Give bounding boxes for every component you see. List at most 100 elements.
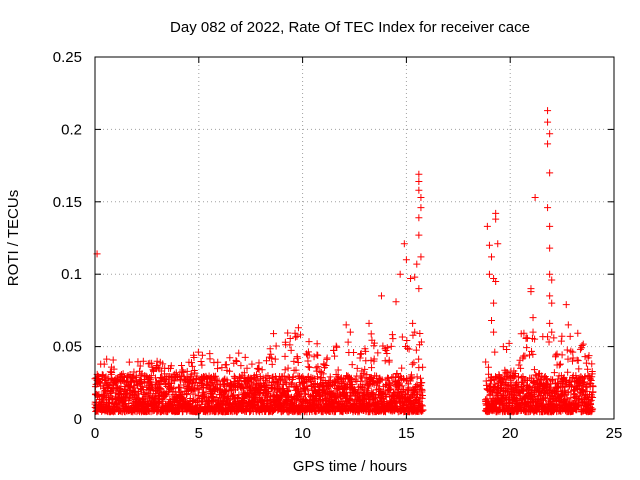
y-tick-label: 0.15 <box>53 194 82 211</box>
data-point <box>206 355 214 363</box>
data-point <box>136 362 144 370</box>
data-point <box>281 352 289 360</box>
data-point <box>482 358 490 366</box>
data-point <box>374 349 382 357</box>
data-point <box>418 407 426 415</box>
data-point <box>365 319 373 327</box>
data-point <box>110 365 118 373</box>
data-point <box>558 351 566 359</box>
data-point <box>365 384 373 392</box>
data-point <box>532 371 540 379</box>
data-point <box>520 329 528 337</box>
data-point <box>548 328 556 336</box>
data-point <box>267 350 275 358</box>
data-point <box>544 107 552 115</box>
data-point <box>226 396 234 404</box>
x-tick-label: 10 <box>294 425 311 442</box>
data-point <box>333 343 341 351</box>
data-point <box>153 357 161 365</box>
data-point <box>417 401 425 409</box>
data-point <box>109 356 117 364</box>
x-axis-label: GPS time / hours <box>293 458 407 475</box>
data-point <box>490 328 498 336</box>
data-point <box>344 338 352 346</box>
data-point <box>348 361 356 369</box>
data-point <box>179 368 187 376</box>
data-point <box>198 361 206 369</box>
data-point <box>491 348 499 356</box>
data-point <box>363 371 371 379</box>
data-point <box>492 277 500 285</box>
data-point <box>409 331 417 339</box>
data-point <box>383 344 391 352</box>
data-point <box>147 372 155 380</box>
x-tick-label: 20 <box>502 425 519 442</box>
data-point <box>342 321 350 329</box>
data-point <box>485 241 493 249</box>
data-point <box>589 388 597 396</box>
data-point <box>227 387 235 395</box>
data-point <box>566 332 574 340</box>
data-point <box>125 358 133 366</box>
data-point <box>222 361 230 369</box>
data-point <box>214 365 222 373</box>
data-point <box>112 379 120 387</box>
data-point <box>499 343 507 351</box>
data-points <box>91 107 597 416</box>
data-point <box>286 341 294 349</box>
data-point <box>415 355 423 363</box>
data-point <box>258 366 266 374</box>
data-point <box>282 378 290 386</box>
data-point <box>544 118 552 126</box>
data-point <box>484 363 492 371</box>
data-point <box>412 346 420 354</box>
data-point <box>303 382 311 390</box>
data-point <box>291 333 299 341</box>
data-point <box>281 366 289 374</box>
data-point <box>546 319 554 327</box>
data-point <box>178 362 186 370</box>
data-point <box>284 364 292 372</box>
data-point <box>415 214 423 222</box>
data-point <box>529 328 537 336</box>
chart-title: Day 082 of 2022, Rate Of TEC Index for r… <box>170 19 530 36</box>
data-point <box>167 362 175 370</box>
data-point <box>546 270 554 278</box>
data-point <box>248 360 256 368</box>
data-point <box>125 394 133 402</box>
data-point <box>332 378 340 386</box>
data-point <box>187 376 195 384</box>
data-point <box>187 359 195 367</box>
data-point <box>264 372 272 380</box>
data-point <box>569 354 577 362</box>
data-point <box>198 351 206 359</box>
data-point <box>289 373 297 381</box>
data-point <box>268 360 276 368</box>
data-point <box>348 375 356 383</box>
data-point <box>578 342 586 350</box>
data-point <box>415 231 423 239</box>
data-point <box>256 390 264 398</box>
data-point <box>548 299 556 307</box>
data-point <box>314 363 322 371</box>
data-point <box>408 374 416 382</box>
data-point <box>214 358 222 366</box>
data-point <box>419 363 427 371</box>
data-point <box>528 347 536 355</box>
data-point <box>144 390 152 398</box>
data-point <box>411 273 419 281</box>
data-point <box>305 351 313 359</box>
data-point <box>253 371 261 379</box>
data-point <box>367 330 375 338</box>
data-point <box>577 373 585 381</box>
data-point <box>417 338 425 346</box>
x-tick-label: 0 <box>91 425 99 442</box>
data-point <box>396 270 404 278</box>
data-point <box>262 357 270 365</box>
data-point <box>219 381 227 389</box>
y-tick-label: 0.2 <box>61 121 82 138</box>
data-point <box>356 350 364 358</box>
data-point <box>353 364 361 372</box>
data-point <box>576 345 584 353</box>
data-point <box>418 379 426 387</box>
